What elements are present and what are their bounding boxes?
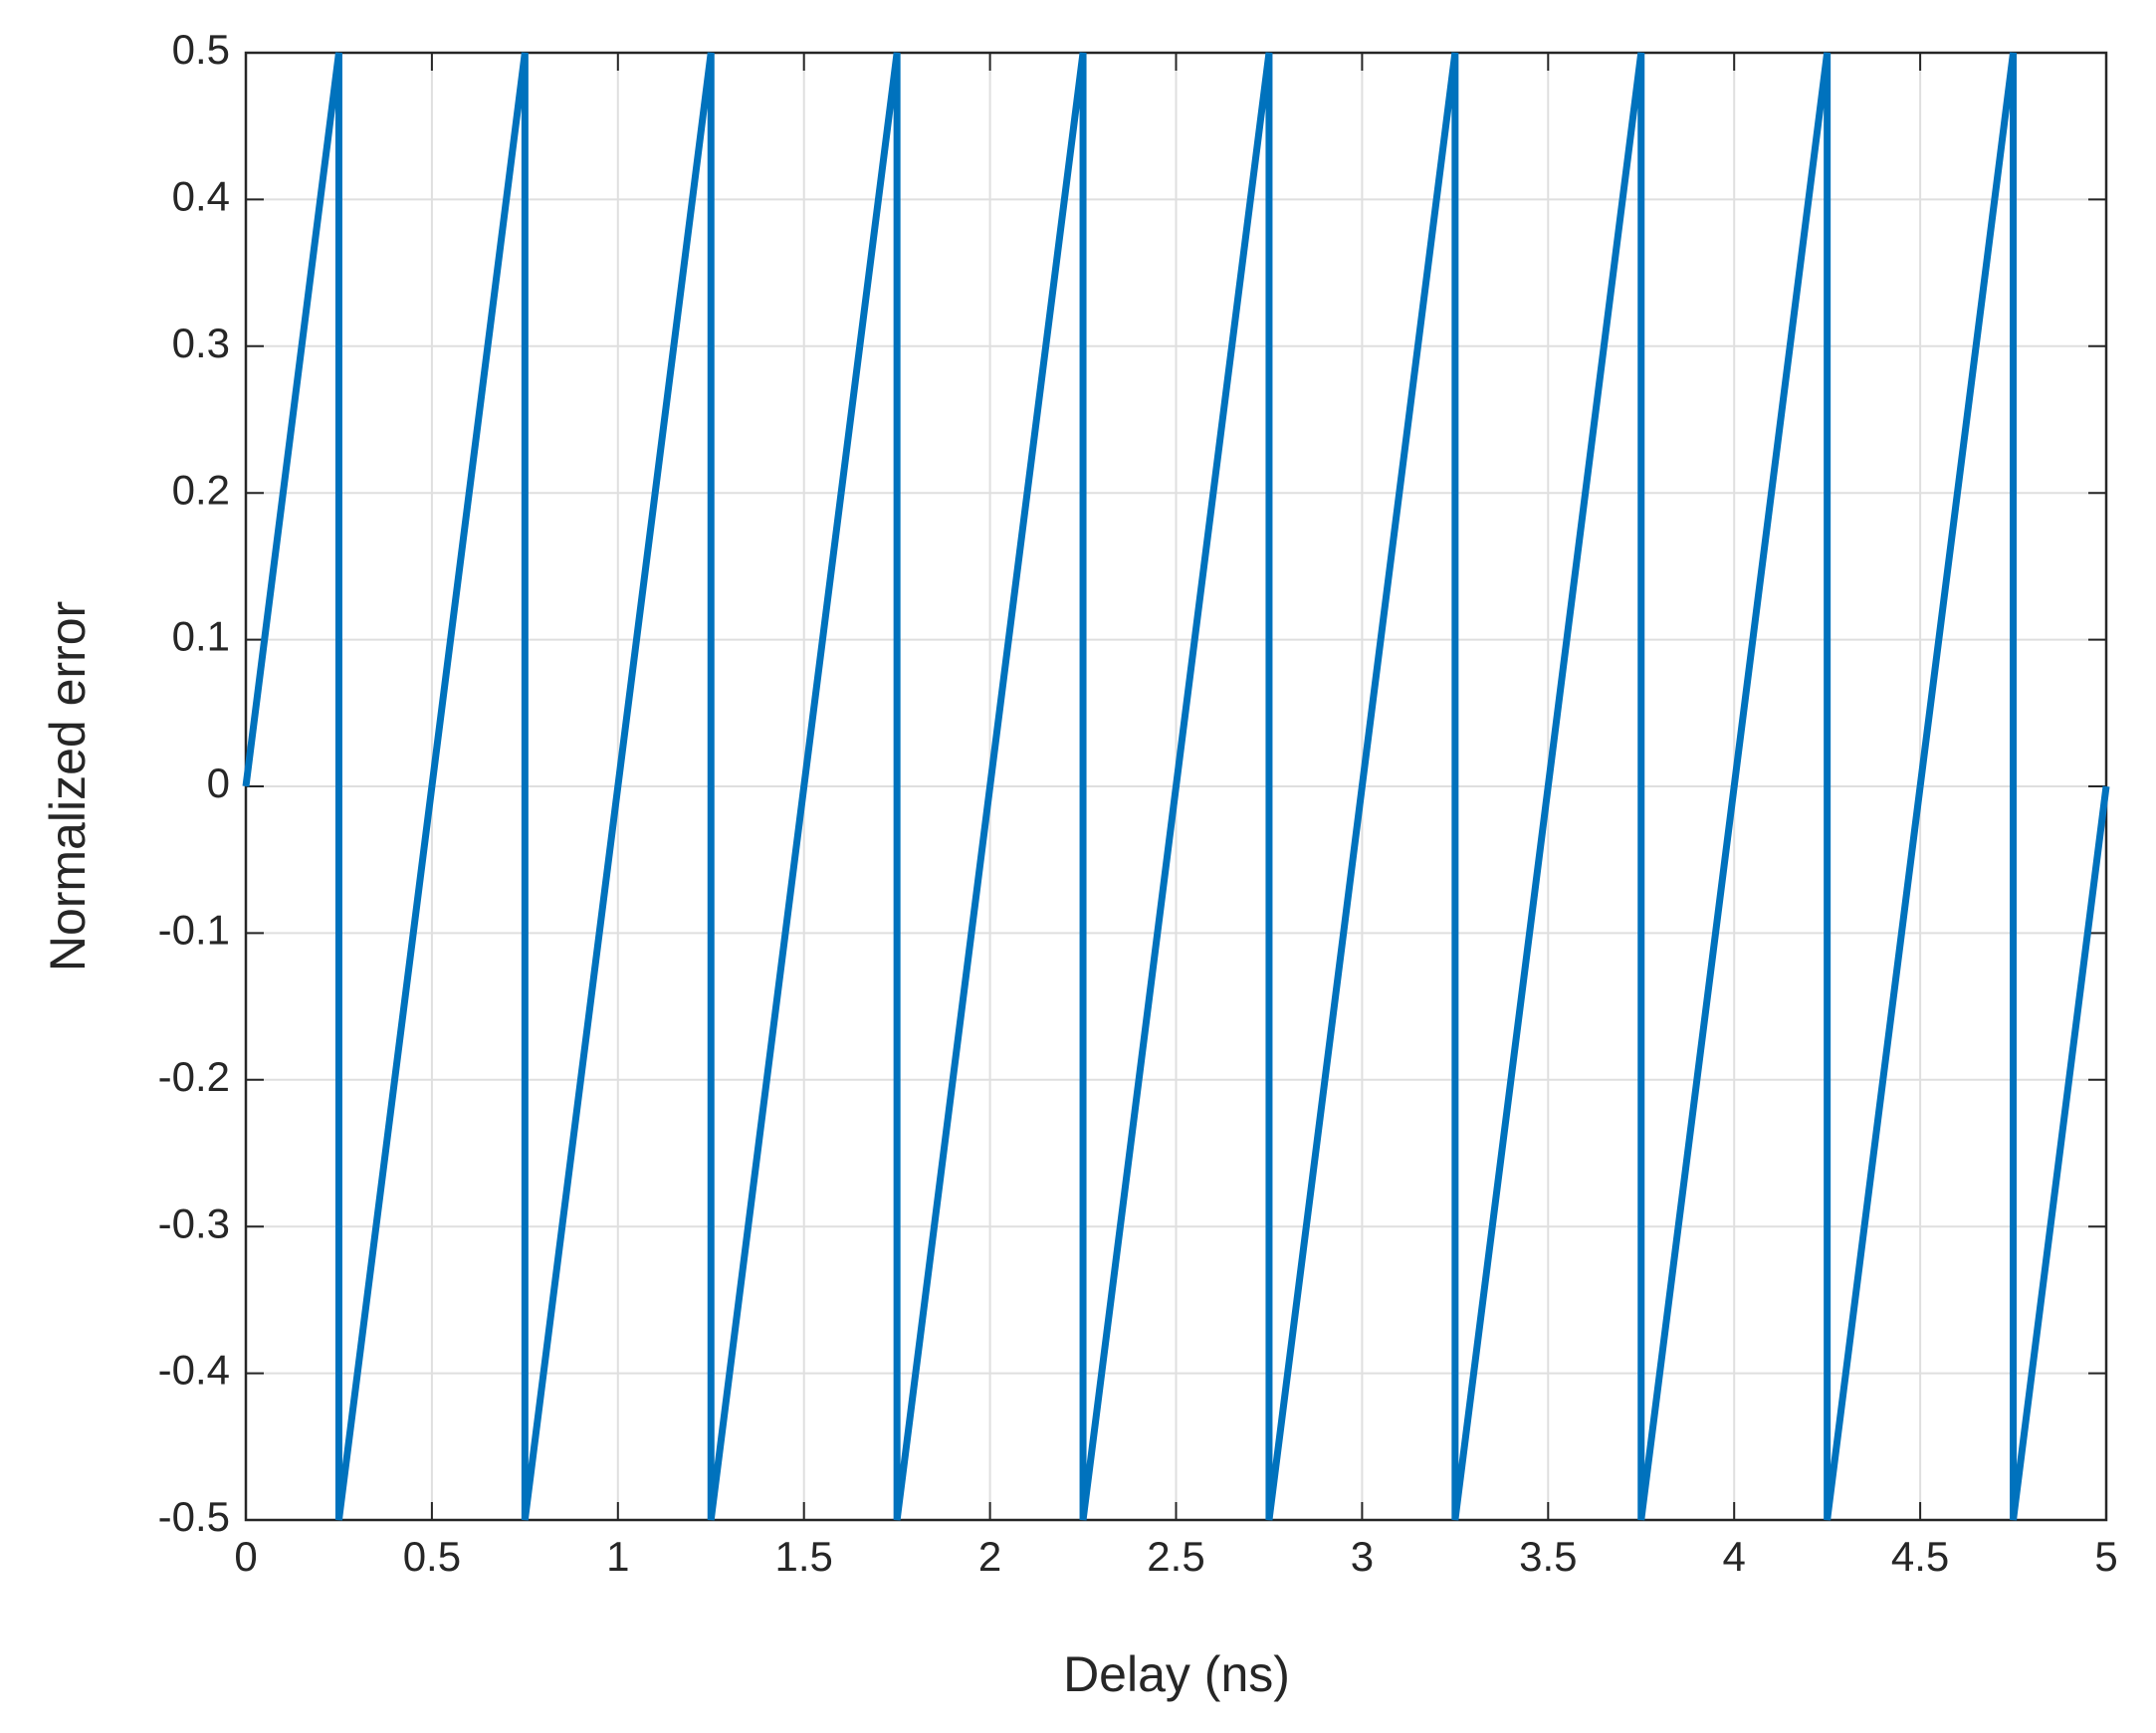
y-tick-label: 0.4	[172, 172, 230, 219]
y-axis-label: Normalized error	[40, 601, 96, 972]
y-tick-label: -0.1	[158, 906, 230, 953]
x-tick-label: 2.5	[1147, 1533, 1204, 1580]
x-axis-label: Delay (ns)	[1063, 1646, 1290, 1702]
y-tick-label: -0.3	[158, 1199, 230, 1246]
x-tick-label: 3.5	[1519, 1533, 1577, 1580]
x-tick-label: 1.5	[775, 1533, 833, 1580]
y-tick-label: 0.5	[172, 26, 230, 73]
x-tick-label: 5	[2094, 1533, 2117, 1580]
data-line	[242, 52, 2110, 1521]
x-tick-label: 3	[1351, 1533, 1374, 1580]
x-tick-label: 2	[978, 1533, 1001, 1580]
y-tick-label: 0.2	[172, 466, 230, 513]
x-tick-label: 4.5	[1891, 1533, 1949, 1580]
y-tick-label: -0.2	[158, 1053, 230, 1100]
y-tick-label: 0.3	[172, 320, 230, 366]
x-tick-label: 0.5	[403, 1533, 461, 1580]
y-tick-label: -0.4	[158, 1347, 230, 1394]
x-tick-label: 4	[1723, 1533, 1746, 1580]
y-tick-label: 0	[207, 759, 230, 806]
x-tick-label: 1	[606, 1533, 629, 1580]
y-tick-label: 0.1	[172, 613, 230, 660]
y-tick-label: -0.5	[158, 1493, 230, 1540]
x-tick-label: 0	[234, 1533, 257, 1580]
